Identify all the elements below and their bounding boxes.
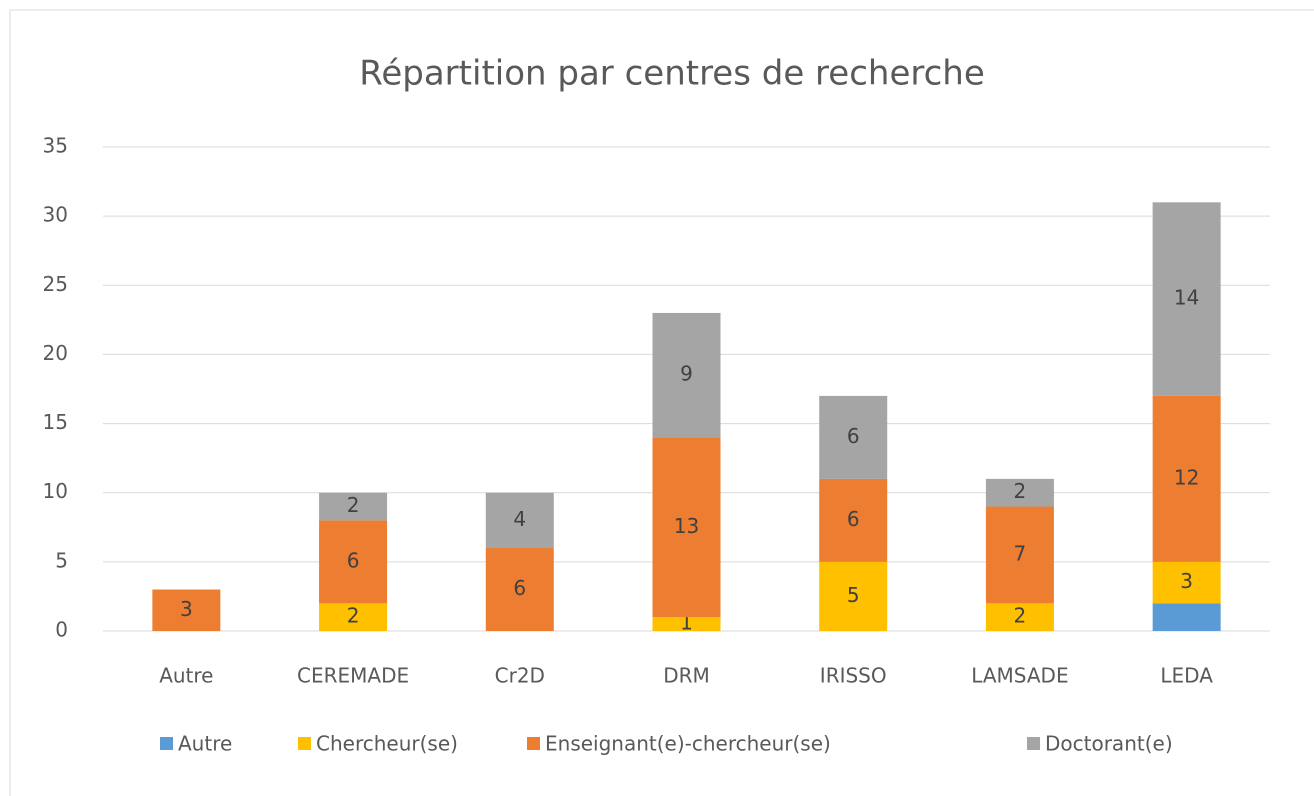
x-tick-label: IRISSO [820, 664, 887, 688]
bar-segment [819, 561, 888, 631]
y-tick-label: 35 [43, 134, 68, 158]
y-tick-label: 5 [55, 548, 68, 572]
x-tick-label: Autre [159, 664, 213, 688]
bar-segment [985, 506, 1054, 604]
data-label: 6 [847, 507, 860, 531]
bar-segment [152, 589, 221, 631]
x-tick-label: DRM [663, 664, 710, 688]
bar-segment [819, 395, 888, 479]
bar-segment [1152, 202, 1221, 396]
data-label: 13 [674, 514, 699, 538]
x-tick-label: CEREMADE [297, 664, 409, 688]
bar-segment [652, 312, 721, 438]
x-tick-label: LEDA [1160, 664, 1213, 688]
y-tick-label: 20 [43, 341, 68, 365]
bar-segment [652, 437, 721, 618]
bar-segment [985, 478, 1054, 507]
data-label: 3 [1180, 569, 1193, 593]
x-tick-label: LAMSADE [971, 664, 1068, 688]
bar-segment [1152, 395, 1221, 562]
data-label: 12 [1174, 465, 1199, 489]
bar-segment [985, 603, 1054, 631]
y-tick-label: 25 [43, 272, 68, 296]
y-tick-label: 30 [43, 203, 68, 227]
legend-label: Doctorant(e) [1045, 732, 1173, 756]
data-label: 3 [180, 597, 193, 621]
bar-segment [652, 617, 721, 631]
chart-title: Répartition par centres de recherche [359, 54, 985, 94]
bar-segment [319, 492, 388, 521]
legend-label: Enseignant(e)-chercheur(se) [545, 732, 831, 756]
x-tick-label: Cr2D [495, 664, 545, 688]
data-label: 2 [347, 604, 360, 628]
data-label: 7 [1014, 541, 1027, 565]
data-label: 6 [513, 576, 526, 600]
bar-segment [319, 603, 388, 631]
data-label: 2 [1014, 604, 1027, 628]
legend-label: Chercheur(se) [316, 732, 458, 756]
bar-segment [319, 520, 388, 604]
data-label: 4 [513, 507, 526, 531]
bar-segment [485, 548, 554, 631]
bar-segment [1152, 561, 1221, 604]
legend-swatch [527, 737, 540, 750]
y-tick-label: 15 [43, 410, 68, 434]
bar-segment [819, 478, 888, 562]
data-label: 6 [847, 424, 860, 448]
data-label: 9 [680, 362, 693, 386]
data-label: 5 [847, 583, 860, 607]
legend-swatch [298, 737, 311, 750]
bar-segment [1152, 603, 1221, 631]
y-tick-label: 0 [55, 618, 68, 642]
legend-label: Autre [178, 732, 232, 756]
legend-swatch [1027, 737, 1040, 750]
data-label: 14 [1174, 286, 1199, 310]
legend-swatch [160, 737, 173, 750]
data-label: 6 [347, 548, 360, 572]
data-label: 2 [1014, 479, 1027, 503]
bar-segment [485, 492, 554, 549]
data-label: 2 [347, 493, 360, 517]
y-tick-label: 10 [43, 479, 68, 503]
